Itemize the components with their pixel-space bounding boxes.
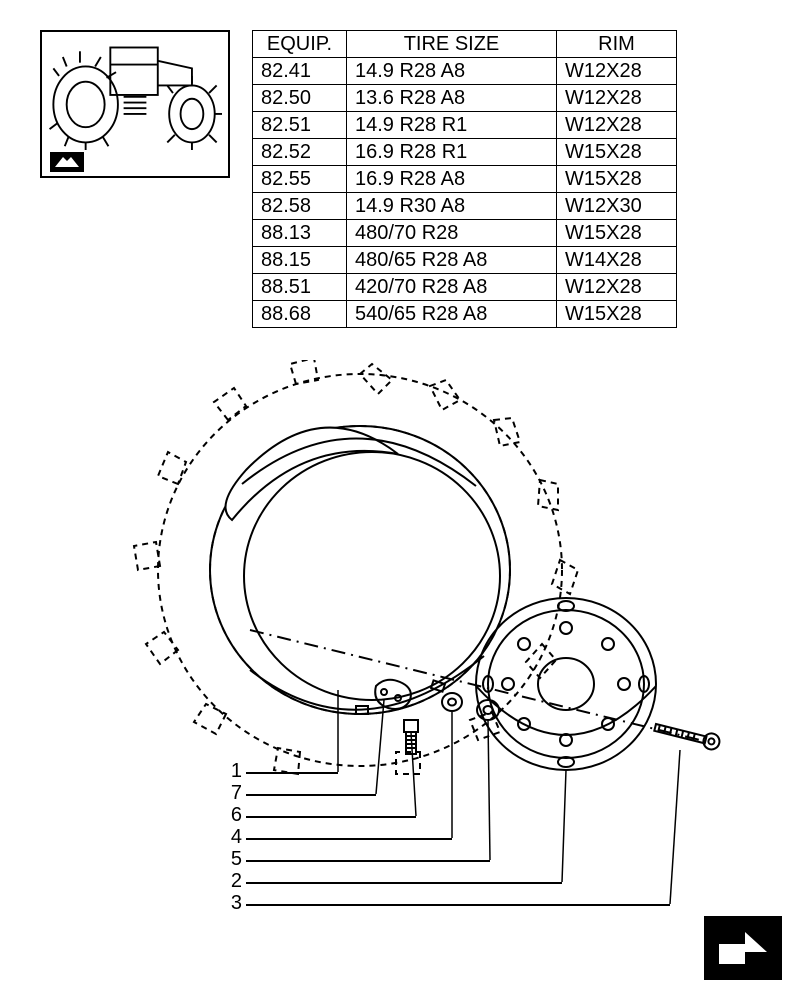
table-row: 82.5814.9 R30 A8W12X30 [253,193,677,220]
manual-icon [50,152,84,172]
cell-equip: 88.13 [253,220,347,247]
cell-rim: W15X28 [557,220,677,247]
cell-rim: W14X28 [557,247,677,274]
cell-rim: W15X28 [557,139,677,166]
cell-tire: 16.9 R28 A8 [347,166,557,193]
tractor-thumbnail-art [48,38,222,150]
cell-tire: 13.6 R28 A8 [347,85,557,112]
table-row: 82.5216.9 R28 R1W15X28 [253,139,677,166]
callout-leader [246,772,338,774]
cell-rim: W12X28 [557,85,677,112]
cell-equip: 82.41 [253,58,347,85]
cell-rim: W12X30 [557,193,677,220]
cell-equip: 82.58 [253,193,347,220]
table-row: 88.68540/65 R28 A8W15X28 [253,301,677,328]
callout-leader [246,860,490,862]
callout-leader [246,904,670,906]
cell-rim: W12X28 [557,58,677,85]
cell-tire: 14.9 R28 A8 [347,58,557,85]
cell-tire: 480/65 R28 A8 [347,247,557,274]
table-row: 82.5013.6 R28 A8W12X28 [253,85,677,112]
cell-tire: 420/70 R28 A8 [347,274,557,301]
context-thumbnail [40,30,230,178]
col-header-equip: EQUIP. [253,31,347,58]
callout-number: 6 [222,804,242,827]
cell-rim: W15X28 [557,301,677,328]
callout-leader [246,816,416,818]
callout-leader [246,882,562,884]
cell-tire: 14.9 R30 A8 [347,193,557,220]
callout-number: 5 [222,848,242,871]
cell-equip: 82.51 [253,112,347,139]
table-row: 82.5114.9 R28 R1W12X28 [253,112,677,139]
cell-tire: 14.9 R28 R1 [347,112,557,139]
callout-number: 4 [222,826,242,849]
callout-number: 1 [222,760,242,783]
exploded-diagram [0,360,812,920]
table-row: 82.5516.9 R28 A8W15X28 [253,166,677,193]
col-header-tire: TIRE SIZE [347,31,557,58]
cell-equip: 88.15 [253,247,347,274]
cell-rim: W12X28 [557,112,677,139]
table-row: 88.15480/65 R28 A8W14X28 [253,247,677,274]
cell-tire: 16.9 R28 R1 [347,139,557,166]
tire-size-table: EQUIP. TIRE SIZE RIM 82.4114.9 R28 A8W12… [252,30,677,328]
callout-number: 2 [222,870,242,893]
cell-rim: W12X28 [557,274,677,301]
table-row: 88.13480/70 R28W15X28 [253,220,677,247]
table-row: 82.4114.9 R28 A8W12X28 [253,58,677,85]
callout-number: 7 [222,782,242,805]
cell-tire: 480/70 R28 [347,220,557,247]
callout-number: 3 [222,892,242,915]
cell-equip: 88.68 [253,301,347,328]
table-row: 88.51420/70 R28 A8W12X28 [253,274,677,301]
cell-equip: 82.52 [253,139,347,166]
cell-equip: 88.51 [253,274,347,301]
callout-leader [246,838,452,840]
cell-equip: 82.50 [253,85,347,112]
next-page-icon[interactable] [704,916,782,980]
cell-tire: 540/65 R28 A8 [347,301,557,328]
col-header-rim: RIM [557,31,677,58]
cell-rim: W15X28 [557,166,677,193]
table-header-row: EQUIP. TIRE SIZE RIM [253,31,677,58]
callout-leader [246,794,376,796]
cell-equip: 82.55 [253,166,347,193]
